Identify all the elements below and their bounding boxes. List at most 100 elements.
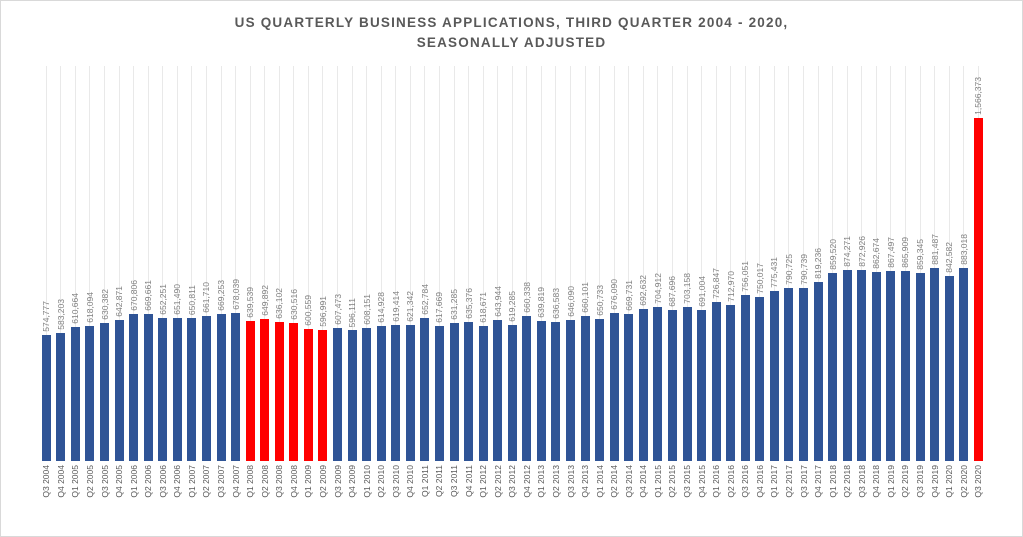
x-axis-label: Q2 2017 bbox=[783, 465, 794, 498]
bar-value-label: 596,991 bbox=[317, 296, 328, 327]
bar-slot: 669,661 bbox=[143, 66, 153, 461]
bar-slot: 610,664 bbox=[70, 66, 80, 461]
bar-column: 676,090 Q2 2014 bbox=[607, 66, 622, 498]
bar bbox=[915, 273, 925, 461]
bar bbox=[930, 268, 940, 461]
bar bbox=[726, 305, 736, 461]
vertical-gridline bbox=[147, 66, 149, 461]
vertical-gridline bbox=[628, 66, 630, 461]
bar-value-label: 859,345 bbox=[915, 239, 926, 270]
bar-column: 842,582 Q1 2020 bbox=[942, 66, 957, 498]
bar-column: 607,473 Q3 2009 bbox=[330, 66, 345, 498]
vertical-gridline bbox=[482, 66, 484, 461]
vertical-gridline bbox=[890, 66, 892, 461]
bar bbox=[595, 319, 605, 461]
x-axis-label: Q2 2018 bbox=[842, 465, 853, 498]
x-axis-label: Q4 2013 bbox=[580, 465, 591, 498]
bar bbox=[449, 323, 459, 461]
bar-value-label: 621,342 bbox=[405, 291, 416, 322]
x-axis-label: Q3 2008 bbox=[274, 465, 285, 498]
x-axis-label: Q4 2019 bbox=[929, 465, 940, 498]
bar-value-label: 618,094 bbox=[84, 292, 95, 323]
bar-slot: 608,151 bbox=[362, 66, 372, 461]
bar-slot: 819,236 bbox=[813, 66, 823, 461]
bar-slot: 704,912 bbox=[653, 66, 663, 461]
bar-slot: 652,251 bbox=[158, 66, 168, 461]
vertical-gridline bbox=[104, 66, 106, 461]
bar-value-label: 691,004 bbox=[696, 276, 707, 307]
bar bbox=[711, 302, 721, 461]
bar-column: 669,661 Q2 2006 bbox=[141, 66, 156, 498]
bar bbox=[842, 270, 852, 461]
bar-slot: 883,018 bbox=[959, 66, 969, 461]
bar-column: 631,285 Q3 2011 bbox=[447, 66, 462, 497]
bar-column: 775,431 Q1 2017 bbox=[767, 66, 782, 498]
bar-slot: 874,271 bbox=[842, 66, 852, 461]
bar bbox=[187, 318, 197, 461]
bar-slot: 652,784 bbox=[420, 66, 430, 461]
bar-value-label: 617,669 bbox=[434, 292, 445, 323]
bar-column: 636,583 Q2 2013 bbox=[549, 66, 564, 498]
vertical-gridline bbox=[948, 66, 950, 461]
bar-slot: 790,739 bbox=[799, 66, 809, 461]
bar bbox=[231, 313, 241, 461]
vertical-gridline bbox=[60, 66, 62, 461]
vertical-gridline bbox=[846, 66, 848, 461]
bar-value-label: 630,382 bbox=[99, 289, 110, 320]
x-axis-label: Q2 2010 bbox=[376, 465, 387, 498]
bar-value-label: 660,101 bbox=[580, 282, 591, 313]
vertical-gridline bbox=[220, 66, 222, 461]
bar bbox=[580, 316, 590, 461]
bar-value-label: 670,806 bbox=[128, 280, 139, 311]
vertical-gridline bbox=[133, 66, 135, 461]
bar-column: 712,970 Q2 2016 bbox=[723, 66, 738, 498]
x-axis-label: Q2 2020 bbox=[958, 465, 969, 498]
bar bbox=[493, 320, 503, 461]
vertical-gridline bbox=[817, 66, 819, 461]
bar-column: 636,102 Q3 2008 bbox=[272, 66, 287, 498]
bar-value-label: 669,253 bbox=[216, 280, 227, 311]
bar-value-label: 883,018 bbox=[958, 234, 969, 265]
bar bbox=[536, 321, 546, 461]
bar bbox=[755, 297, 765, 461]
vertical-gridline bbox=[701, 66, 703, 461]
x-axis-label: Q3 2018 bbox=[856, 465, 867, 498]
bar bbox=[41, 335, 51, 461]
bar-slot: 621,342 bbox=[405, 66, 415, 461]
bar-column: 703,158 Q3 2015 bbox=[680, 66, 695, 498]
bar bbox=[769, 291, 779, 461]
bar bbox=[347, 330, 357, 461]
bar-column: 750,017 Q4 2016 bbox=[753, 66, 768, 498]
vertical-gridline bbox=[570, 66, 572, 461]
bar-column: 650,811 Q1 2007 bbox=[185, 66, 200, 498]
bar-column: 678,039 Q4 2007 bbox=[228, 66, 243, 498]
x-axis-label: Q3 2020 bbox=[973, 465, 984, 498]
x-axis-label: Q3 2009 bbox=[332, 465, 343, 498]
bar-column: 600,559 Q1 2009 bbox=[301, 66, 316, 498]
bar bbox=[551, 322, 561, 461]
x-axis-label: Q2 2006 bbox=[143, 465, 154, 498]
bar-slot: 859,345 bbox=[915, 66, 925, 461]
vertical-gridline bbox=[671, 66, 673, 461]
bar bbox=[158, 318, 168, 461]
bar-value-label: 687,696 bbox=[667, 276, 678, 307]
bar-slot: 1,566,373 bbox=[973, 66, 983, 461]
bar-value-label: 862,674 bbox=[871, 238, 882, 269]
bar bbox=[522, 316, 532, 461]
vertical-gridline bbox=[555, 66, 557, 461]
bar-column: 596,111 Q4 2009 bbox=[345, 66, 360, 498]
x-axis-label: Q4 2018 bbox=[871, 465, 882, 498]
bar-column: 651,490 Q4 2006 bbox=[170, 66, 185, 498]
x-axis-label: Q4 2012 bbox=[521, 465, 532, 498]
vertical-gridline bbox=[861, 66, 863, 461]
bar bbox=[609, 313, 619, 461]
bar-column: 790,739 Q3 2017 bbox=[796, 66, 811, 498]
bar-slot: 750,017 bbox=[755, 66, 765, 461]
bar-column: 670,806 Q1 2006 bbox=[126, 66, 141, 498]
vertical-gridline bbox=[293, 66, 295, 461]
bar-column: 867,497 Q1 2019 bbox=[884, 66, 899, 498]
bar-column: 819,236 Q4 2017 bbox=[811, 66, 826, 498]
x-axis-label: Q2 2016 bbox=[725, 465, 736, 498]
bar bbox=[56, 333, 66, 461]
bar-column: 630,516 Q4 2008 bbox=[287, 66, 302, 498]
